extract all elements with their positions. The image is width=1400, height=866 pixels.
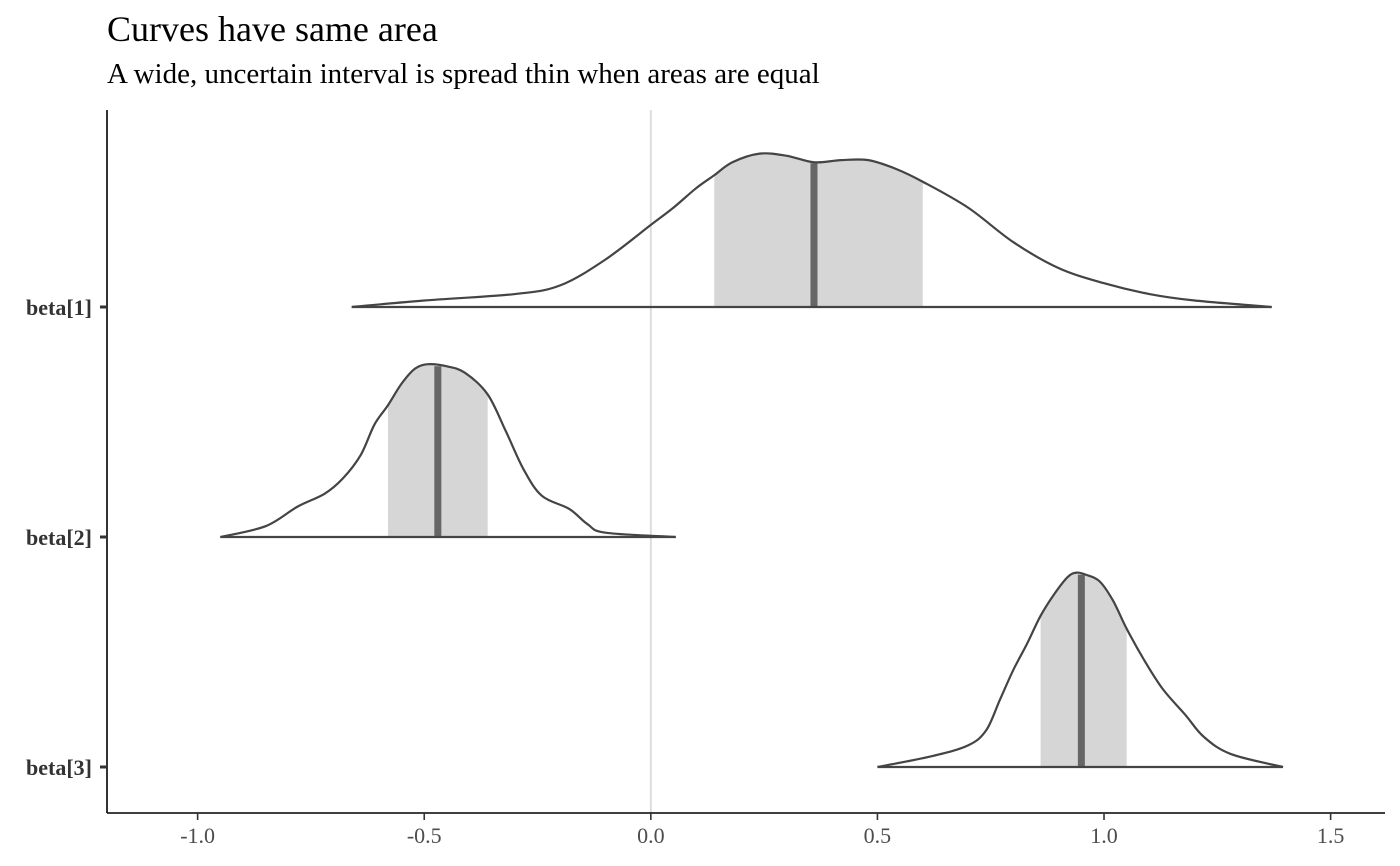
chart-title: Curves have same area bbox=[107, 9, 438, 49]
x-tick-label: -1.0 bbox=[180, 823, 215, 848]
density-curve bbox=[351, 152, 1272, 309]
density-curve bbox=[220, 363, 676, 539]
series-1 bbox=[351, 152, 1272, 309]
interval-band bbox=[714, 153, 923, 307]
x-tick-label: 1.5 bbox=[1317, 823, 1345, 848]
density-curve bbox=[877, 571, 1284, 769]
x-tick-label: 0.0 bbox=[637, 823, 665, 848]
x-tick-label: -0.5 bbox=[407, 823, 442, 848]
chart-subtitle: A wide, uncertain interval is spread thi… bbox=[107, 58, 820, 90]
y-tick-label: beta[2] bbox=[26, 525, 92, 550]
series-3 bbox=[877, 571, 1284, 769]
y-tick-label: beta[3] bbox=[26, 755, 92, 780]
series-2 bbox=[220, 363, 676, 539]
x-tick-label: 0.5 bbox=[864, 823, 892, 848]
x-tick-label: 1.0 bbox=[1090, 823, 1118, 848]
y-tick-label: beta[1] bbox=[26, 295, 92, 320]
